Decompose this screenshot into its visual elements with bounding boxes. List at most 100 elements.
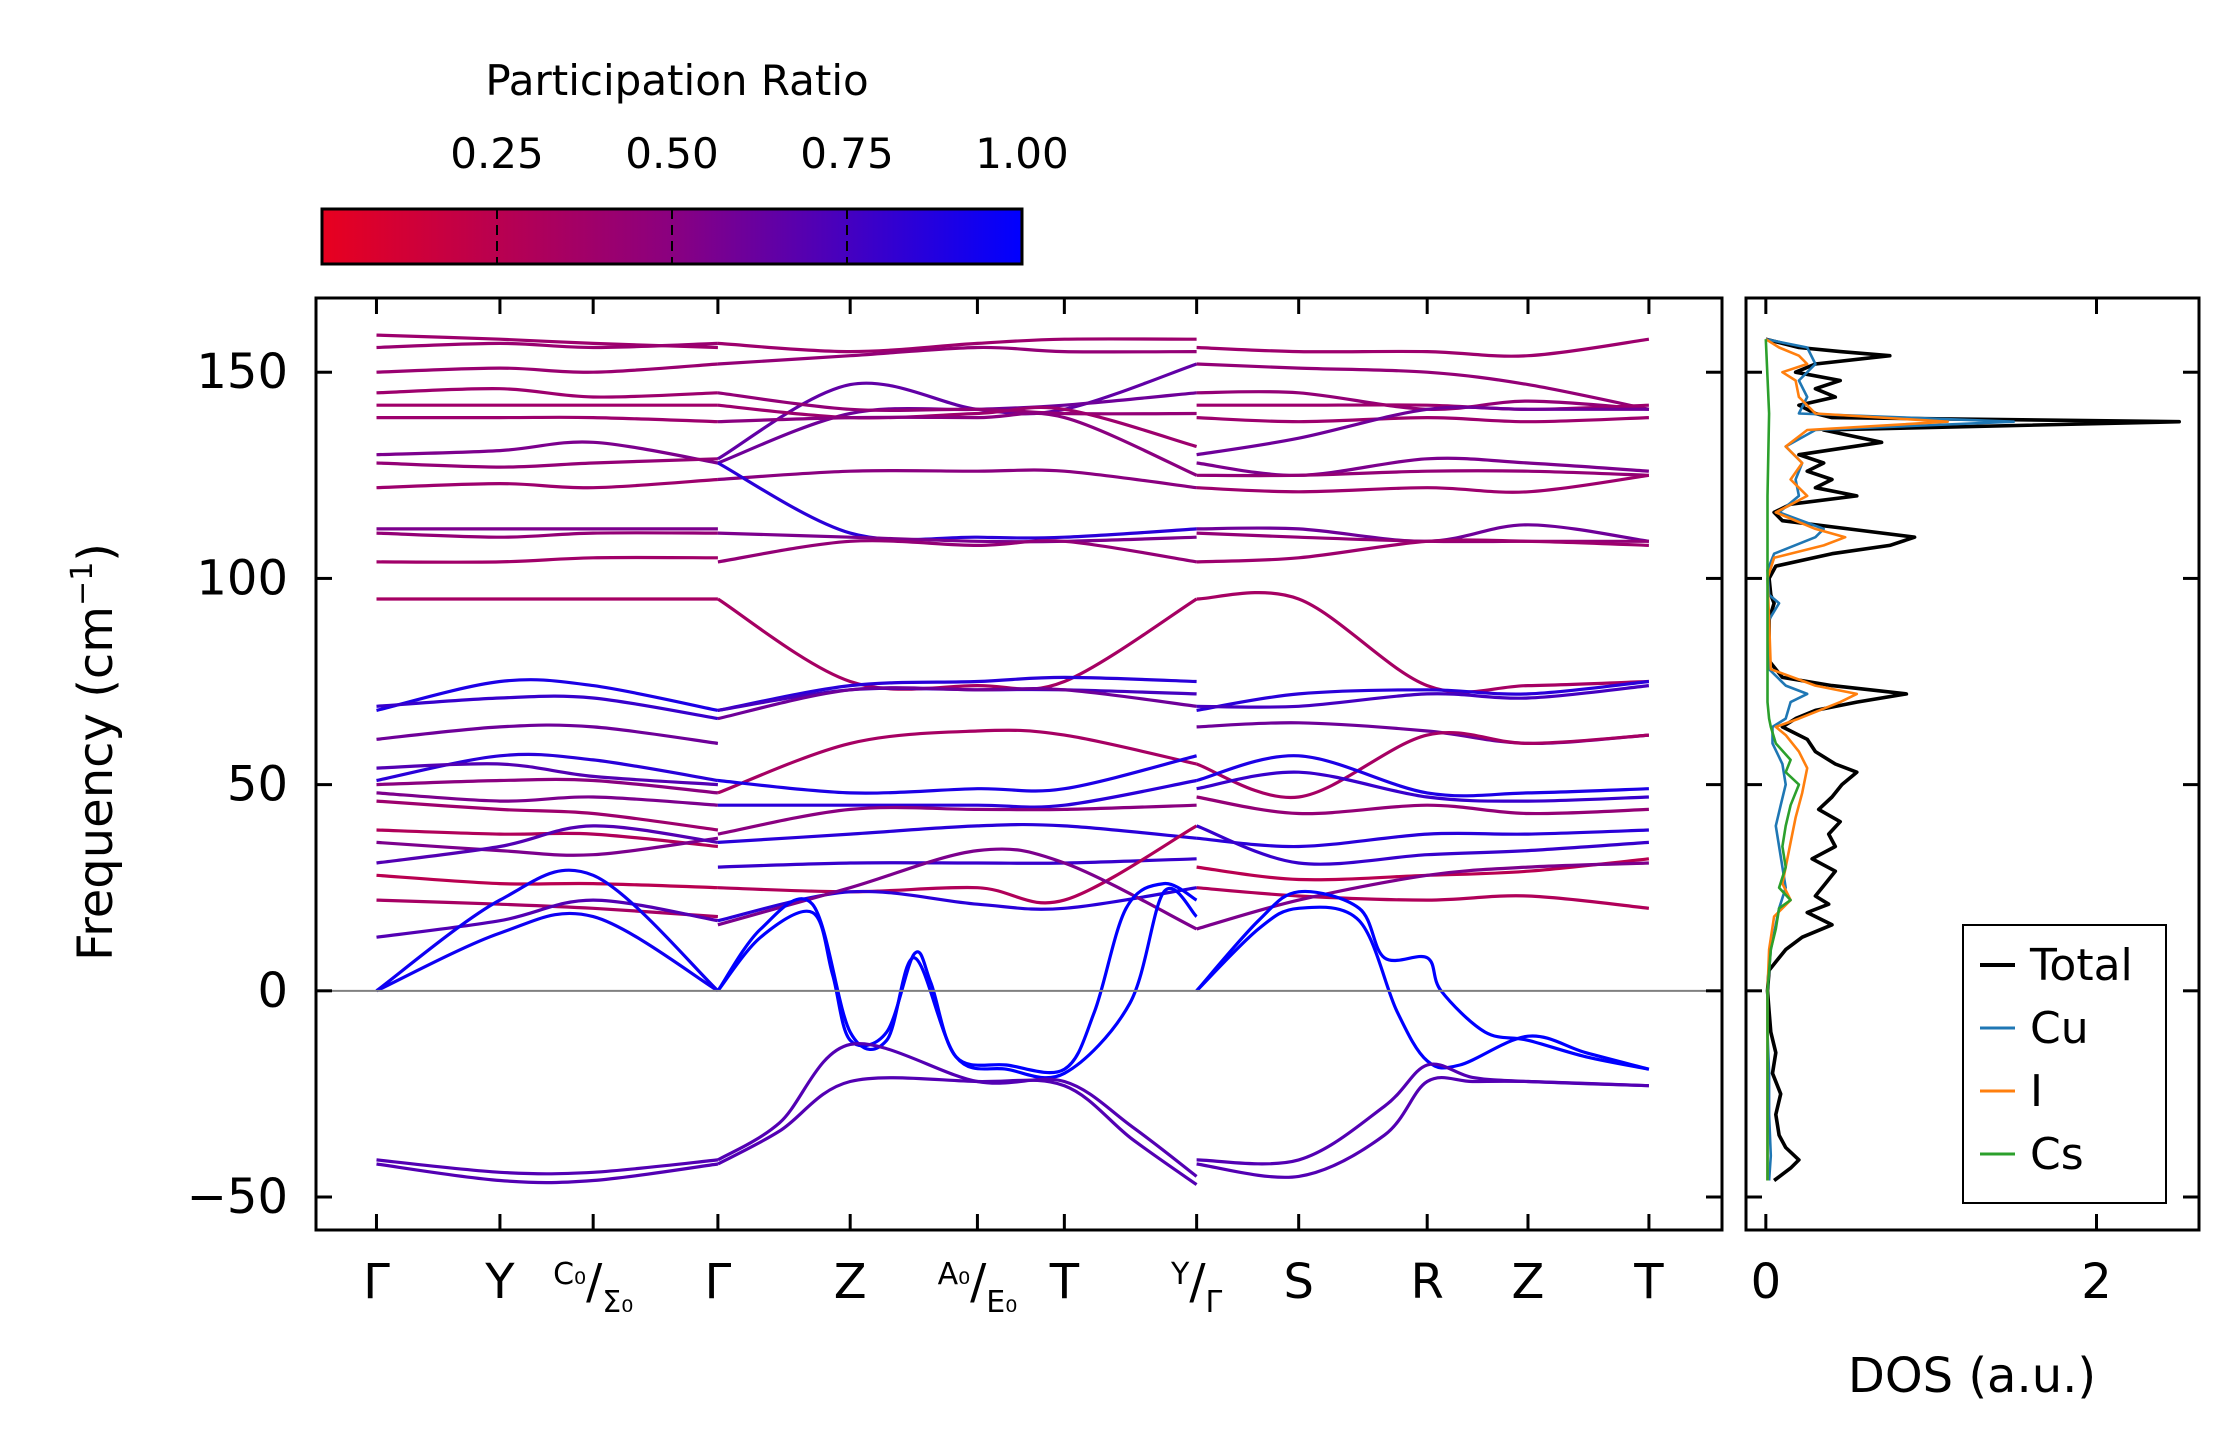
dos-series-i xyxy=(1765,338,1949,1181)
phonon-branch xyxy=(376,799,719,832)
phonon-branch xyxy=(1196,770,1649,803)
y-tick-label: 50 xyxy=(227,757,288,813)
phonon-branch xyxy=(717,391,1197,416)
phonon-branch xyxy=(376,898,719,939)
phonon-branch xyxy=(1196,861,1649,931)
phonon-branch xyxy=(376,873,718,890)
phonon-branch xyxy=(717,686,1197,721)
phonon-branch xyxy=(1196,1075,1649,1179)
y-tick-label: −50 xyxy=(187,1169,288,1225)
band-structure-panel: Γ Y C₀/Σ₀ Γ Z A₀/E₀ T Y/Γ S R Z T −50 0 50 100 150 Frequ… xyxy=(65,296,1724,1320)
legend-label: Cu xyxy=(2030,1003,2089,1054)
dos-series-cs xyxy=(1764,339,1801,1181)
phonon-branch xyxy=(717,822,1197,844)
phonon-branch xyxy=(376,341,718,350)
phonon-branch xyxy=(376,678,719,712)
phonon-branch xyxy=(717,531,1197,544)
phonon-branch xyxy=(376,1158,719,1176)
phonon-branch xyxy=(1196,754,1649,798)
legend-frame xyxy=(1962,924,2167,1204)
y-tick-label: 0 xyxy=(257,963,288,1019)
phonon-branch xyxy=(376,1162,719,1185)
phonon-branch xyxy=(376,723,719,745)
phonon-branch xyxy=(376,752,719,783)
phonon-branch xyxy=(376,824,719,865)
phonon-branch xyxy=(717,728,1197,795)
dos-panel: 0 2 DOS (a.u.) Total Cu I Cs xyxy=(1744,296,2201,1404)
dos-x-axis-label: DOS (a.u.) xyxy=(1848,1348,2096,1404)
phonon-branch xyxy=(717,754,1197,795)
y-tick-label: 100 xyxy=(196,550,288,606)
dos-x-tick-label: 0 xyxy=(1751,1254,1782,1310)
phonon-branch xyxy=(717,403,1198,449)
colorbar-tick-label: 0.75 xyxy=(800,129,894,178)
phonon-branch xyxy=(1195,889,1650,1071)
dos-legend: Total Cu I Cs xyxy=(1962,924,2167,1204)
dos-plot-frame xyxy=(1744,296,2201,1232)
phonon-branch xyxy=(716,881,1198,1075)
phonon-branch xyxy=(1196,469,1649,478)
phonon-branch xyxy=(1196,591,1649,694)
phonon-branch xyxy=(375,911,719,993)
phonon-branch xyxy=(1196,473,1650,494)
phonon-branch xyxy=(376,694,719,721)
phonon-branch xyxy=(376,531,718,539)
phonon-branch xyxy=(717,686,1197,712)
phonon-branch xyxy=(1196,679,1650,712)
phonon-branch xyxy=(717,539,1197,564)
phonon-branch xyxy=(717,1076,1198,1186)
dos-x-tick-label: 2 xyxy=(2081,1254,2112,1310)
high-symmetry-label: Y xyxy=(484,1254,515,1310)
high-symmetry-label: Z xyxy=(1512,1254,1545,1310)
phonon-branch xyxy=(716,886,1198,1080)
legend-label: Cs xyxy=(2030,1129,2084,1180)
high-symmetry-label: Γ xyxy=(363,1254,390,1310)
phonon-branch xyxy=(376,777,719,795)
y-axis-label: Frequency (cm−1) xyxy=(65,543,124,961)
colorbar-tick-label: 0.50 xyxy=(625,129,719,178)
phonon-branch xyxy=(717,803,1197,836)
colorbar: Participation Ratio 0.25 0.50 0.75 1.00 xyxy=(320,56,1069,266)
phonon-branch xyxy=(1196,824,1650,866)
phonon-branch xyxy=(376,477,718,490)
phonon-branch xyxy=(1196,523,1650,543)
colorbar-tick-label: 0.25 xyxy=(450,129,544,178)
high-symmetry-label: R xyxy=(1411,1254,1444,1310)
phonon-branch xyxy=(376,836,719,857)
phonon-branch xyxy=(376,440,719,465)
phonon-branch xyxy=(717,847,1198,931)
phonon-branch xyxy=(1196,405,1649,457)
phonon-branch xyxy=(717,824,1198,905)
high-symmetry-label: S xyxy=(1283,1254,1313,1310)
phonon-branch xyxy=(717,675,1197,712)
phonon-branch xyxy=(376,762,719,787)
phonon-branch xyxy=(1196,828,1649,849)
phonon-branch xyxy=(1196,684,1650,709)
phonon-branch xyxy=(1196,456,1650,477)
high-symmetry-label: C₀/Σ₀ xyxy=(553,1254,633,1320)
phonon-branch xyxy=(717,461,1197,542)
phonon-branch xyxy=(717,337,1197,354)
high-symmetry-label: Z xyxy=(834,1254,867,1310)
phonon-branch xyxy=(376,791,718,807)
phonon-branch xyxy=(1196,730,1650,800)
phonon-branch xyxy=(376,898,719,919)
phonon-branch xyxy=(1196,795,1649,816)
legend-label: Total xyxy=(2029,940,2133,991)
colorbar-tick-label: 1.00 xyxy=(975,129,1069,178)
phonon-branch xyxy=(717,1041,1198,1178)
phonon-branch xyxy=(717,597,1198,691)
phonon-branch xyxy=(717,857,1197,869)
phonon-branch xyxy=(1196,362,1650,411)
phonon-branch xyxy=(376,555,718,564)
high-symmetry-label: T xyxy=(1633,1254,1664,1310)
phonon-branch xyxy=(717,778,1197,809)
band-plot-frame xyxy=(314,296,1724,1232)
colorbar-title: Participation Ratio xyxy=(485,56,868,105)
phonon-branch xyxy=(1196,886,1650,910)
high-symmetry-label: T xyxy=(1049,1254,1080,1310)
phonon-branch xyxy=(1196,416,1649,424)
phonon-branch xyxy=(717,411,1198,477)
phonon-branch xyxy=(375,868,719,993)
